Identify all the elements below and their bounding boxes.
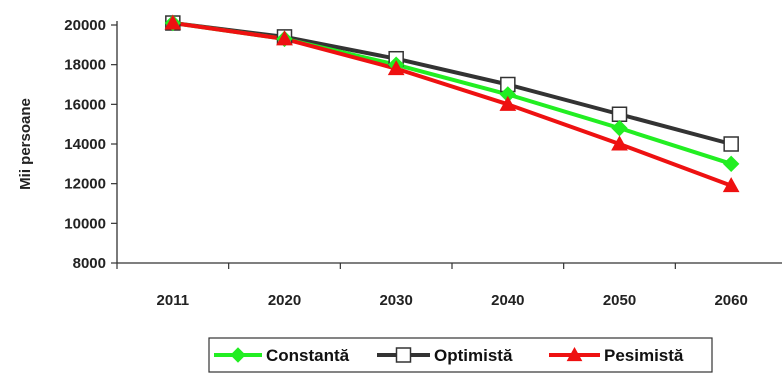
series-2	[172, 21, 732, 188]
legend-swatch-marker	[230, 347, 246, 363]
series-line	[172, 21, 732, 188]
data-point	[164, 14, 182, 30]
x-tick-label: 2030	[379, 292, 412, 309]
series-markers-1	[165, 15, 739, 152]
y-tick-label: 20000	[64, 17, 106, 34]
x-tick-label: 2060	[714, 292, 747, 309]
x-tick-label: 2020	[268, 292, 301, 309]
data-point	[611, 106, 628, 122]
series-line	[172, 21, 732, 166]
y-tick-label: 12000	[64, 176, 106, 193]
data-point	[611, 119, 628, 137]
series-0	[172, 21, 732, 166]
y-tick-label: 18000	[64, 57, 106, 74]
y-axis-title: Mii persoane	[17, 98, 34, 190]
y-tick-label: 8000	[73, 255, 106, 272]
y-tick-label: 14000	[64, 136, 106, 153]
x-tick-label: 2011	[157, 292, 190, 309]
x-tick-label: 2050	[603, 292, 636, 309]
x-tick-label: 2040	[491, 292, 524, 309]
legend: Constantă Optimistă Pesimistă	[208, 337, 713, 373]
data-point	[276, 30, 293, 46]
data-point	[387, 60, 405, 76]
legend-box	[208, 337, 713, 373]
legend-label: Pesimistă	[604, 346, 684, 365]
legend-item: Constantă	[214, 346, 350, 365]
legend-label: Constantă	[266, 346, 350, 365]
series-layer	[164, 14, 740, 193]
data-point	[499, 95, 517, 111]
legend-item: Optimistă	[377, 346, 513, 365]
data-point	[722, 177, 740, 193]
y-tick-label: 10000	[64, 215, 106, 232]
series-line	[172, 21, 732, 146]
data-point	[723, 136, 739, 152]
series-1	[172, 21, 732, 146]
legend-swatch-marker	[566, 346, 583, 362]
y-tick-label: 16000	[64, 96, 106, 113]
series-markers-0	[164, 14, 740, 173]
legend-swatch-marker	[395, 347, 412, 363]
axes: 8000 10000 12000 14000 16000 18000 20000 2011 20…	[64, 17, 782, 309]
series-markers-2	[164, 14, 740, 193]
data-point	[722, 155, 740, 173]
data-point	[611, 135, 628, 151]
legend-item: Pesimistă	[549, 346, 684, 365]
legend-label: Optimistă	[434, 346, 513, 365]
